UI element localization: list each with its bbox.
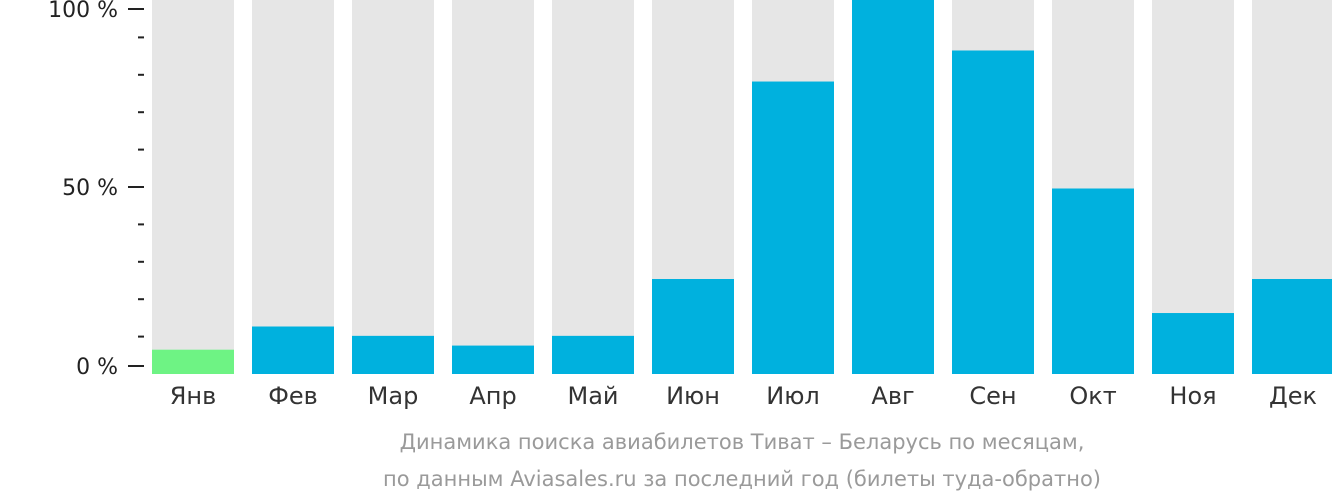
bar-background xyxy=(252,0,334,374)
y-tick-label: 100 % xyxy=(48,0,118,23)
x-tick-label: Сен xyxy=(969,382,1016,410)
bar-10 xyxy=(1052,188,1134,374)
x-tick-label: Апр xyxy=(469,382,516,410)
bar-1 xyxy=(152,349,234,374)
y-tick-label: 50 % xyxy=(62,176,118,201)
bar-2 xyxy=(252,326,334,374)
bar-9 xyxy=(952,50,1034,375)
bar-8 xyxy=(852,0,934,374)
bar-5 xyxy=(552,335,634,374)
chart-caption-line-1: Динамика поиска авиабилетов Тиват – Бела… xyxy=(399,430,1085,454)
bar-background xyxy=(452,0,534,374)
bar-12 xyxy=(1252,279,1332,374)
bar-chart: Янв Фев Мар Апр Май Июн Июл Авг Сен Окт Ноя Дек 0 % 5… xyxy=(48,0,1332,410)
x-tick-label: Май xyxy=(567,382,618,410)
bar-3 xyxy=(352,335,434,374)
y-tick-label: 0 % xyxy=(76,355,118,380)
x-tick-label: Ноя xyxy=(1169,382,1216,410)
x-tick-label: Июн xyxy=(666,382,720,410)
x-tick-label: Фев xyxy=(268,382,318,410)
bar-7 xyxy=(752,81,834,375)
bar-background xyxy=(552,0,634,374)
x-tick-label: Янв xyxy=(170,382,217,410)
bar-6 xyxy=(652,279,734,374)
x-tick-label: Июл xyxy=(766,382,820,410)
bar-background xyxy=(152,0,234,374)
x-tick-label: Дек xyxy=(1269,382,1317,410)
x-tick-label: Авг xyxy=(871,382,914,410)
chart-caption-line-2: по данным Aviasales.ru за последний год … xyxy=(383,467,1101,491)
bar-4 xyxy=(452,345,534,374)
x-tick-label: Мар xyxy=(368,382,419,410)
bar-11 xyxy=(1152,313,1234,374)
bar-background xyxy=(1152,0,1234,374)
x-tick-label: Окт xyxy=(1069,382,1116,410)
bar-background xyxy=(352,0,434,374)
